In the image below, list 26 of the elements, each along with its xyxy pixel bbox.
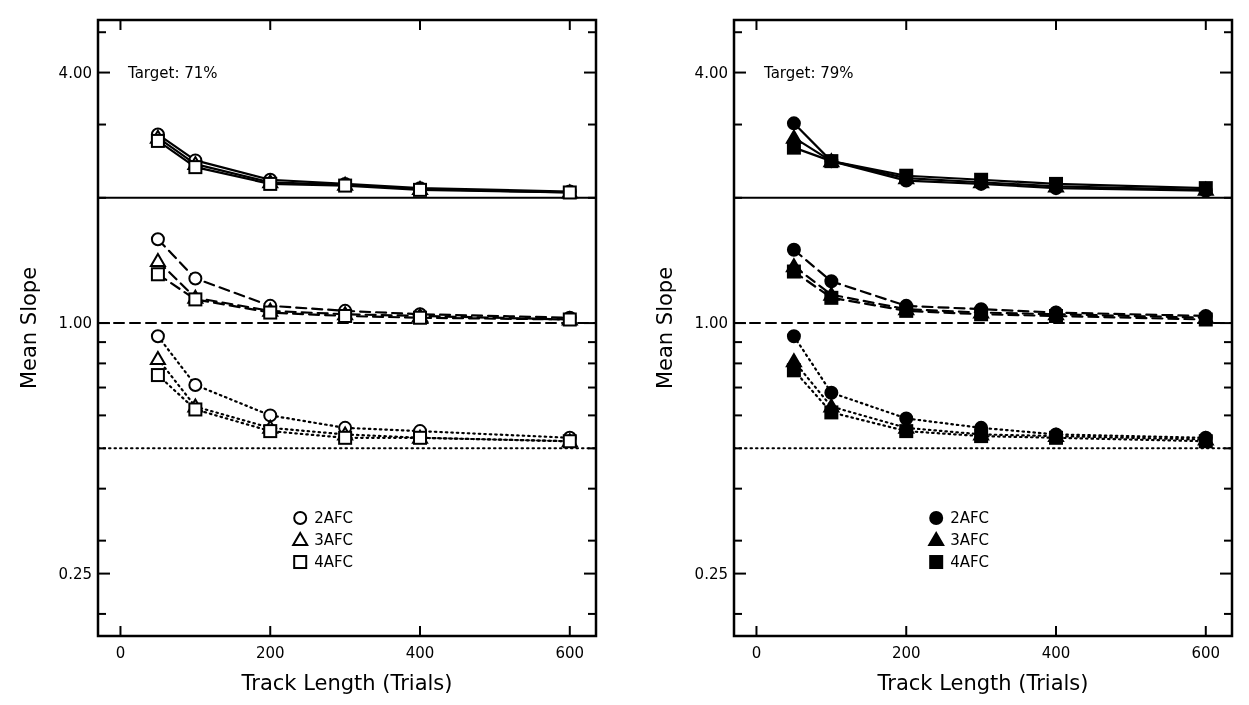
y-tick-label: 0.25 <box>58 564 92 583</box>
x-tick-label: 0 <box>751 644 762 662</box>
legend-label: 3AFC <box>314 531 354 550</box>
y-tick-label: 1.00 <box>58 314 92 333</box>
y-axis-title: Mean Slope <box>17 266 41 390</box>
annotation: Target: 79% <box>763 64 854 82</box>
x-tick-label: 600 <box>1191 644 1221 662</box>
x-tick-label: 600 <box>555 644 585 662</box>
x-tick-label: 200 <box>891 644 921 662</box>
x-axis-title: Track Length (Trials) <box>240 671 453 695</box>
y-tick-label: 4.00 <box>694 63 728 82</box>
x-axis-title: Track Length (Trials) <box>876 671 1089 695</box>
x-tick-label: 400 <box>1041 644 1071 662</box>
legend-label: 4AFC <box>950 553 990 572</box>
y-axis-title: Mean Slope <box>653 266 677 390</box>
legend-label: 3AFC <box>950 531 990 550</box>
y-tick-label: 0.25 <box>694 564 728 583</box>
x-tick-label: 400 <box>405 644 435 662</box>
y-tick-label: 1.00 <box>694 314 728 333</box>
legend-label: 2AFC <box>314 509 354 528</box>
legend-label: 2AFC <box>950 509 990 528</box>
x-tick-label: 0 <box>115 644 126 662</box>
legend-label: 4AFC <box>314 553 354 572</box>
x-tick-label: 200 <box>255 644 285 662</box>
y-tick-label: 4.00 <box>58 63 92 82</box>
annotation: Target: 71% <box>127 64 218 82</box>
